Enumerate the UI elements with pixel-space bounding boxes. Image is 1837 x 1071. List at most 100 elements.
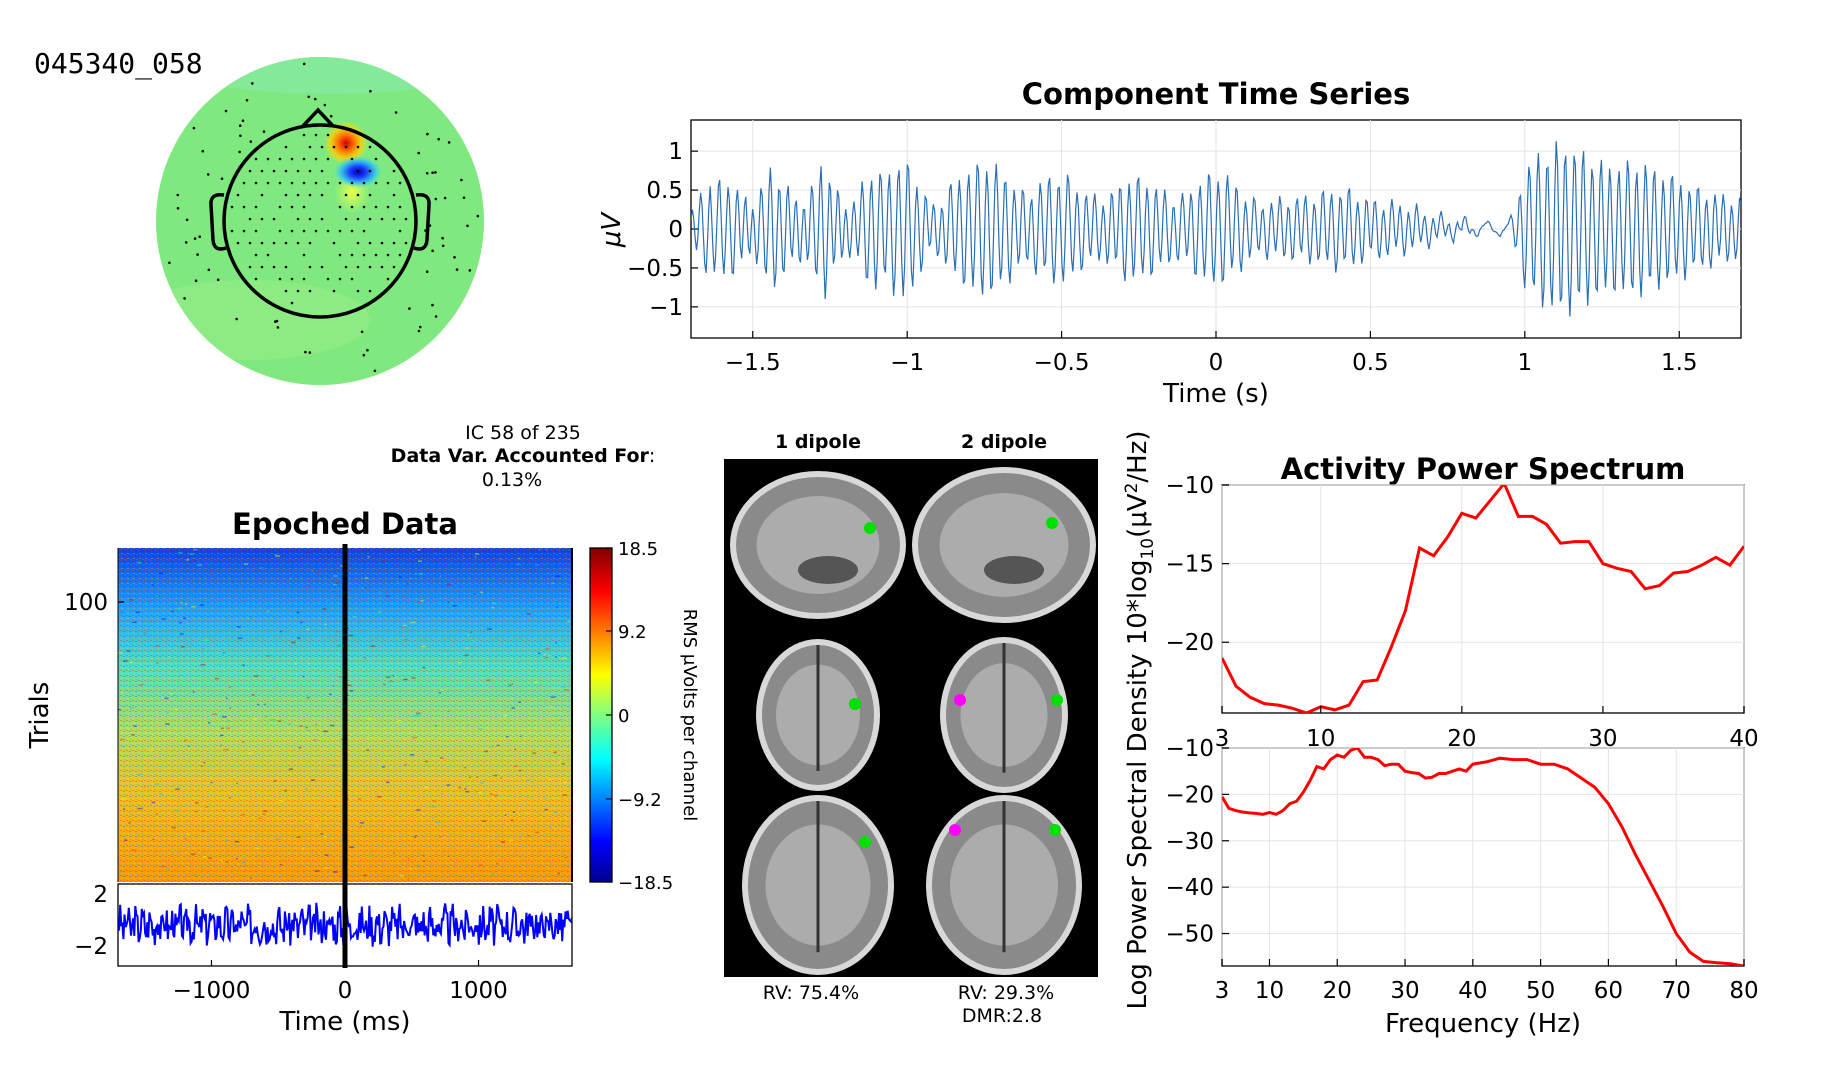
epoch-noise-mark: [194, 873, 198, 875]
ps-xtick-label: 50: [1526, 978, 1555, 1004]
epoch-noise-mark: [404, 764, 407, 766]
epoch-noise-mark: [482, 820, 487, 822]
epoch-noise-mark: [119, 870, 124, 873]
epoch-noise-mark: [563, 781, 567, 783]
epoch-noise-mark: [315, 672, 319, 674]
electrode-dot: [308, 169, 312, 173]
ps-xtick-label: 70: [1662, 978, 1691, 1004]
mri-cerebellum: [984, 556, 1044, 584]
epoch-noise-mark: [323, 759, 328, 761]
electrode-dot: [198, 235, 201, 238]
electrode-dot: [425, 270, 429, 274]
epoch-noise-mark: [124, 839, 128, 841]
epoch-noise-mark: [272, 677, 276, 680]
ic-variance-bold: Data Var. Accounted For: [391, 445, 650, 467]
electrode-dot: [236, 241, 240, 245]
epoch-noise-mark: [449, 710, 455, 712]
epoch-noise-mark: [288, 852, 292, 854]
epoch-noise-mark: [154, 595, 157, 597]
electrode-dot: [296, 169, 300, 173]
epoch-noise-mark: [413, 715, 418, 717]
electrode-dot: [308, 241, 312, 245]
epoch-noise-mark: [118, 651, 122, 654]
epoch-noise-mark: [228, 686, 231, 688]
epoch-noise-mark: [469, 776, 471, 779]
epoch-noise-mark: [338, 676, 342, 678]
electrode-dot: [380, 241, 384, 245]
epoch-noise-mark: [375, 735, 377, 737]
epoch-noise-mark: [379, 596, 383, 599]
epoch-noise-mark: [493, 774, 498, 777]
electrode-dot: [193, 237, 197, 240]
electrode-dot: [476, 214, 480, 218]
ps-bottom-series-line: [1222, 748, 1744, 966]
epoch-noise-mark: [132, 621, 137, 624]
electrode-dot: [398, 181, 402, 185]
epoch-noise-mark: [314, 870, 320, 872]
epoch-noise-mark: [549, 778, 552, 781]
electrode-dot: [272, 217, 276, 221]
ts-ytick-label: 0: [668, 217, 683, 243]
epoch-noise-mark: [514, 590, 516, 593]
epoch-noise-mark: [420, 600, 424, 602]
epoch-noise-mark: [302, 847, 305, 850]
electrode-dot: [386, 277, 390, 281]
epoch-noise-mark: [174, 809, 179, 812]
epoch-noise-mark: [321, 791, 324, 794]
epoch-noise-mark: [471, 640, 476, 642]
electrode-dot: [239, 134, 242, 138]
epoch-noise-mark: [203, 762, 206, 764]
epoch-noise-mark: [121, 745, 125, 748]
electrode-dot: [374, 157, 378, 161]
epoch-noise-mark: [381, 559, 385, 562]
ps-xtick-label: 3: [1215, 726, 1230, 752]
electrode-dot: [254, 181, 258, 185]
epoch-noise-mark: [241, 862, 246, 864]
epoch-noise-mark: [547, 655, 551, 657]
dipole-dmr: DMR:2.8: [962, 1005, 1042, 1027]
epoch-noise-mark: [482, 792, 487, 794]
epoch-noise-mark: [171, 826, 176, 829]
epoch-noise-mark: [184, 603, 187, 605]
epoch-noise-mark: [223, 748, 229, 751]
epoch-noise-mark: [464, 788, 467, 790]
epoch-noise-mark: [364, 577, 369, 579]
epoch-noise-mark: [235, 858, 238, 860]
epoch-noise-mark: [441, 689, 444, 691]
electrode-dot: [290, 157, 294, 161]
electrode-dot: [290, 277, 294, 281]
epoch-noise-mark: [467, 724, 469, 726]
epoch-noise-mark: [517, 661, 520, 664]
ts-xtick-label: −1.5: [725, 350, 781, 376]
epoch-noise-mark: [364, 657, 366, 659]
epoch-noise-mark: [306, 628, 309, 631]
epoch-noise-mark: [186, 559, 190, 561]
epoch-noise-mark: [220, 859, 223, 862]
epoch-noise-mark: [464, 654, 469, 656]
epoch-noise-mark: [263, 810, 268, 812]
epoch-noise-mark: [491, 606, 494, 609]
epoch-noise-mark: [511, 683, 513, 685]
epoch-noise-mark: [194, 810, 198, 813]
epoch-noise-mark: [516, 563, 521, 566]
epoch-noise-mark: [124, 629, 126, 631]
epoch-noise-mark: [323, 835, 327, 838]
epoch-noise-mark: [561, 657, 567, 660]
epoch-noise-mark: [201, 648, 203, 650]
epoch-noise-mark: [126, 660, 129, 662]
electrode-dot: [224, 109, 228, 113]
dipole-green-marker: [1049, 824, 1061, 836]
epoch-noise-mark: [545, 548, 548, 551]
electrode-dot: [362, 253, 366, 257]
electrode-dot: [220, 177, 224, 180]
epoch-noise-mark: [126, 610, 130, 612]
electrode-dot: [266, 181, 270, 185]
epoch-noise-mark: [333, 805, 336, 808]
epoch-noise-mark: [352, 621, 355, 624]
epoch-noise-mark: [223, 652, 225, 654]
epoch-noise-mark: [126, 650, 131, 652]
epoch-noise-mark: [508, 684, 511, 687]
ps-bottom-ticks: 3 10 20 30 40 50 60 70 80 −10 −20 −30 −40 −50: [1165, 736, 1758, 1004]
epoch-noise-mark: [545, 797, 547, 799]
epoch-noise-mark: [520, 735, 522, 738]
